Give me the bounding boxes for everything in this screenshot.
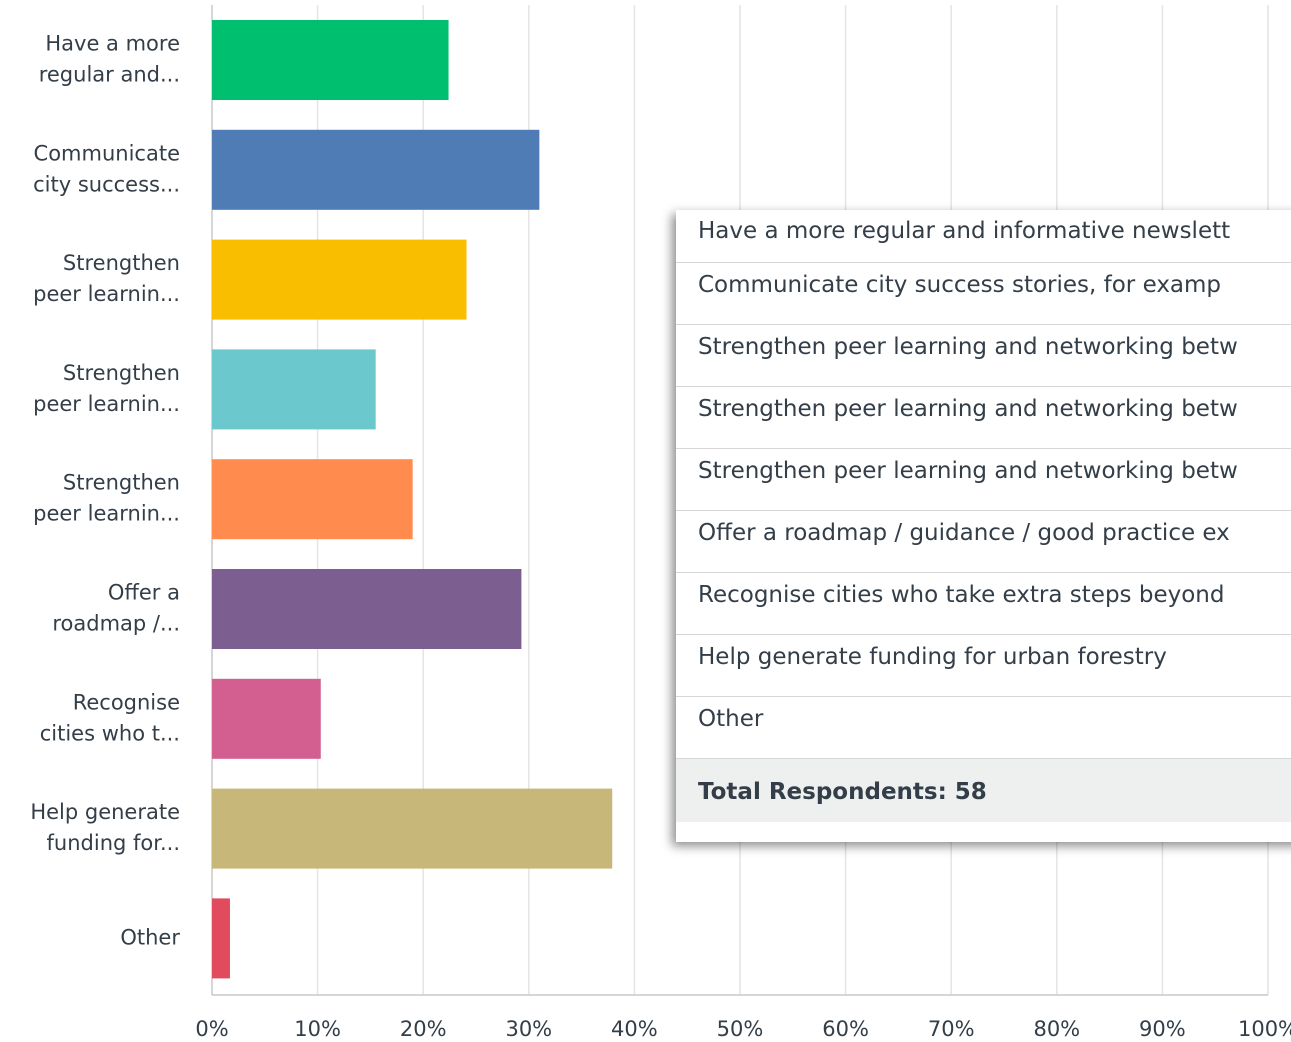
y-tick-label: roadmap /... <box>52 612 180 636</box>
bar <box>212 20 449 100</box>
x-tick-label: 100% <box>1238 1017 1291 1041</box>
table-row: Other <box>676 697 1291 759</box>
y-tick-label: Have a more <box>45 32 180 56</box>
x-tick-label: 40% <box>611 1017 658 1041</box>
bar <box>212 129 540 210</box>
y-tick-label: cities who t... <box>40 721 180 745</box>
x-tick-label: 60% <box>822 1017 869 1041</box>
tooltip-table: Have a more regular and informative news… <box>676 210 1291 842</box>
y-tick-label: Strengthen <box>63 251 180 275</box>
table-row: Offer a roadmap / guidance / good practi… <box>676 511 1291 573</box>
y-tick-label: Strengthen <box>63 471 180 495</box>
bar <box>212 349 376 430</box>
x-tick-label: 50% <box>717 1017 764 1041</box>
table-total: Total Respondents: 58 <box>676 759 1291 822</box>
table-row: Recognise cities who take extra steps be… <box>676 573 1291 635</box>
y-tick-label: Strengthen <box>63 361 180 385</box>
y-tick-label: Other <box>120 925 180 949</box>
x-tick-label: 0% <box>195 1017 228 1041</box>
x-tick-label: 70% <box>928 1017 975 1041</box>
y-tick-label: regular and... <box>39 63 180 87</box>
x-tick-label: 80% <box>1033 1017 1080 1041</box>
table-row: Strengthen peer learning and networking … <box>676 449 1291 511</box>
table-row: Strengthen peer learning and networking … <box>676 387 1291 449</box>
bar <box>212 788 613 869</box>
bar <box>212 678 321 759</box>
bar <box>212 459 413 540</box>
table-row: Strengthen peer learning and networking … <box>676 325 1291 387</box>
y-tick-label: city success... <box>33 172 180 196</box>
y-tick-label: peer learnin... <box>33 282 180 306</box>
x-tick-label: 10% <box>294 1017 341 1041</box>
bar <box>212 239 467 320</box>
y-tick-label: Help generate <box>30 800 180 824</box>
table-row: Communicate city success stories, for ex… <box>676 263 1291 325</box>
x-tick-label: 30% <box>505 1017 552 1041</box>
y-tick-label: peer learnin... <box>33 392 180 416</box>
y-tick-label: Recognise <box>73 690 180 714</box>
x-tick-label: 20% <box>400 1017 447 1041</box>
table-row: Have a more regular and informative news… <box>676 210 1291 263</box>
y-tick-label: Communicate <box>34 141 180 165</box>
table-row: Help generate funding for urban forestry <box>676 635 1291 697</box>
y-tick-label: funding for... <box>47 831 180 855</box>
y-tick-label: Offer a <box>108 581 180 605</box>
bar <box>212 898 230 979</box>
y-tick-label: peer learnin... <box>33 502 180 526</box>
x-tick-label: 90% <box>1139 1017 1186 1041</box>
bar <box>212 569 522 649</box>
